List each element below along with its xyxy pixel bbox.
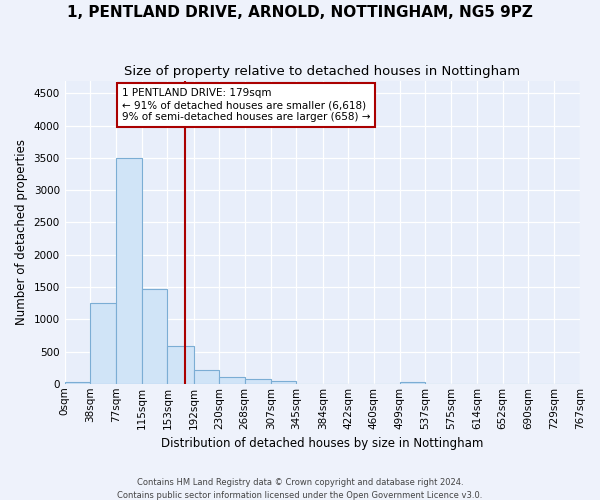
Text: 1, PENTLAND DRIVE, ARNOLD, NOTTINGHAM, NG5 9PZ: 1, PENTLAND DRIVE, ARNOLD, NOTTINGHAM, N…	[67, 5, 533, 20]
Bar	[271, 380, 296, 384]
Bar	[90, 303, 116, 384]
Bar	[194, 370, 219, 384]
Bar	[167, 346, 194, 384]
Bar	[245, 379, 271, 384]
Text: Contains HM Land Registry data © Crown copyright and database right 2024.
Contai: Contains HM Land Registry data © Crown c…	[118, 478, 482, 500]
Bar	[219, 376, 245, 384]
Title: Size of property relative to detached houses in Nottingham: Size of property relative to detached ho…	[124, 65, 520, 78]
X-axis label: Distribution of detached houses by size in Nottingham: Distribution of detached houses by size …	[161, 437, 484, 450]
Y-axis label: Number of detached properties: Number of detached properties	[15, 139, 28, 325]
Bar	[116, 158, 142, 384]
Bar	[400, 382, 425, 384]
Text: 1 PENTLAND DRIVE: 179sqm
← 91% of detached houses are smaller (6,618)
9% of semi: 1 PENTLAND DRIVE: 179sqm ← 91% of detach…	[122, 88, 370, 122]
Bar	[65, 382, 90, 384]
Bar	[142, 289, 167, 384]
